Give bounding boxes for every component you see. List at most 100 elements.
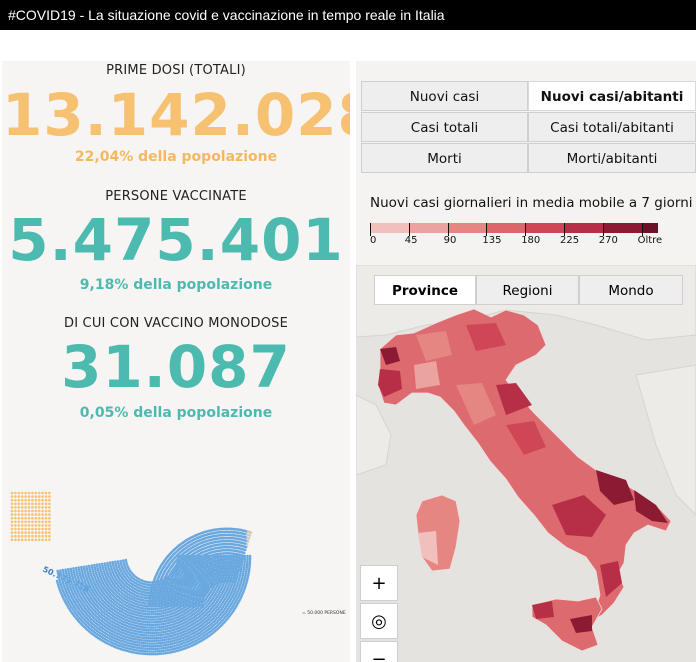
population-dot	[248, 562, 252, 566]
population-dot	[154, 618, 158, 621]
first-dose-dot	[41, 524, 44, 527]
first-doses-value: 13.142.028	[2, 81, 350, 149]
population-dot	[145, 586, 148, 589]
population-dot	[248, 558, 252, 562]
italy-choropleth[interactable]	[356, 265, 696, 662]
population-dot	[153, 636, 156, 640]
population-dot	[155, 620, 159, 624]
population-dot	[157, 639, 160, 642]
population-dot	[142, 641, 145, 645]
tab-morti-abitanti[interactable]: Morti/abitanti	[528, 143, 696, 173]
population-dot	[147, 631, 150, 635]
population-dot	[246, 556, 249, 560]
population-dot	[236, 572, 239, 575]
population-dot	[148, 652, 152, 656]
first-dose-dot	[44, 509, 48, 513]
legend-tick-mark	[408, 223, 410, 236]
single-dose-percentage: 0,05% della popolazione	[79, 405, 273, 421]
first-dose-dot	[44, 502, 48, 506]
first-dose-dot	[31, 498, 34, 502]
population-dot	[145, 636, 149, 640]
first-dose-dot	[48, 527, 51, 531]
population-dot	[242, 551, 246, 555]
first-dose-dot	[20, 538, 24, 542]
first-dose-dot	[34, 534, 38, 538]
zoom-in-button[interactable]: +	[360, 565, 398, 601]
first-dose-dot	[27, 491, 31, 495]
legend-tick-label: 225	[560, 235, 580, 246]
first-dose-dot	[44, 516, 48, 520]
first-dose-dot	[14, 516, 17, 520]
population-dot	[132, 648, 136, 652]
population-dot	[244, 572, 248, 575]
population-dot	[140, 647, 144, 650]
legend-tick-label: 0	[370, 235, 377, 246]
population-dot	[157, 620, 161, 624]
population-dot	[146, 618, 150, 621]
first-dose-dot	[37, 502, 41, 506]
legend-swatch	[370, 223, 409, 233]
population-dot	[141, 617, 144, 621]
tab-nuovi-casi[interactable]: Nuovi casi	[361, 81, 528, 111]
population-dot	[108, 561, 112, 564]
italy-mainland[interactable]	[377, 308, 672, 622]
population-dot	[148, 650, 151, 653]
tab-morti[interactable]: Morti	[361, 143, 528, 173]
first-dose-dot	[37, 527, 41, 531]
population-dot	[248, 554, 252, 558]
tab-mondo[interactable]: Mondo	[579, 275, 683, 305]
first-doses-percentage: 22,04% della popolazione	[74, 149, 278, 165]
population-dot	[139, 630, 142, 634]
population-dot	[59, 571, 62, 574]
population-dot	[151, 636, 154, 640]
first-dose-dot	[44, 527, 48, 531]
population-dot	[141, 631, 144, 634]
zoom-out-button[interactable]: −	[360, 641, 398, 662]
tab-nuovi-casi-abitanti[interactable]: Nuovi casi/abitanti	[528, 81, 696, 111]
vaccinated-label: PERSONE VACCINATE	[105, 189, 247, 204]
population-dot	[143, 631, 146, 634]
first-dose-dot	[20, 527, 24, 531]
population-dot	[150, 618, 154, 621]
waffle-scale-legend: = 50.000 PERSONE	[302, 610, 346, 616]
legend-tick-label: Oltre	[637, 235, 663, 246]
first-dose-dot	[48, 516, 51, 520]
tab-casi-totali-abitanti[interactable]: Casi totali/abitanti	[528, 112, 696, 142]
population-dot	[157, 636, 160, 640]
locate-button[interactable]: ◎	[360, 603, 398, 639]
population-dot	[244, 545, 248, 549]
first-dose-dot	[10, 527, 14, 531]
first-dose-dot	[37, 520, 41, 524]
population-dot	[152, 628, 156, 632]
first-dose-dot	[44, 524, 48, 527]
tab-casi-totali[interactable]: Casi totali	[361, 112, 528, 142]
population-dot	[248, 560, 252, 564]
tab-province[interactable]: Province	[374, 275, 476, 305]
population-dot	[146, 650, 150, 653]
population-dot	[158, 652, 161, 656]
first-dose-dot	[20, 495, 24, 498]
population-dot	[142, 615, 146, 618]
population-dot	[247, 568, 251, 571]
legend-swatch	[525, 223, 564, 233]
first-dose-dot	[24, 516, 27, 520]
single-dose-value: 31.087	[61, 333, 291, 401]
population-dot	[156, 618, 160, 621]
population-dot	[240, 566, 243, 569]
first-dose-dot	[31, 527, 34, 531]
population-dot	[151, 607, 155, 611]
population-dot	[145, 583, 148, 586]
population-dot	[243, 564, 246, 567]
population-dot	[161, 646, 165, 650]
population-dot	[145, 639, 149, 642]
tab-regioni[interactable]: Regioni	[476, 275, 579, 305]
legend-tick-label: 135	[482, 235, 502, 246]
first-dose-dot	[41, 491, 44, 495]
population-dot	[146, 647, 149, 650]
population-dot	[155, 636, 158, 640]
first-dose-dot	[34, 520, 38, 524]
population-dot	[149, 583, 152, 587]
italy-map[interactable]: Province Regioni Mondo + ◎ −	[356, 265, 696, 662]
population-dot	[149, 642, 153, 645]
first-dose-dot	[44, 538, 48, 542]
